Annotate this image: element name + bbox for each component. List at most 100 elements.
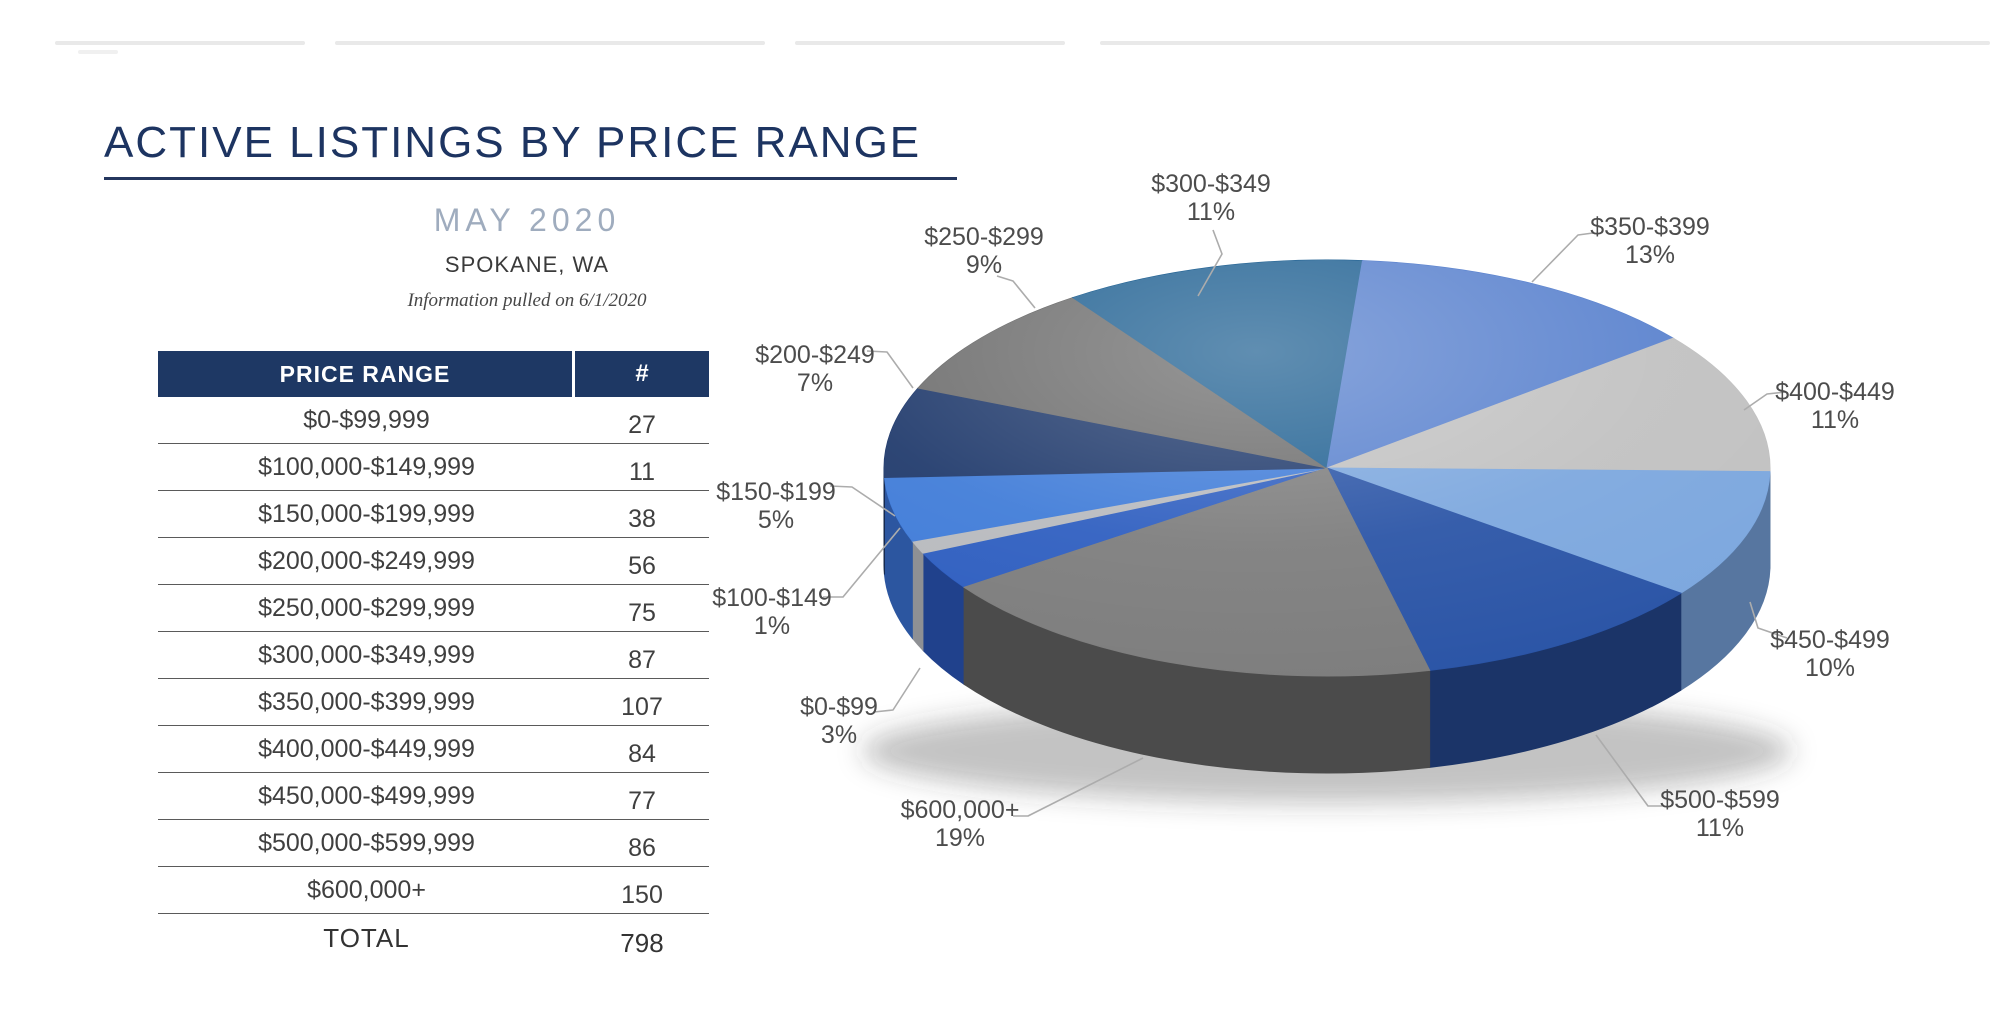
count-cell: 150 — [621, 880, 663, 909]
pie-slice-label: $400-$449 11% — [1775, 378, 1895, 434]
label-leader-line — [823, 527, 901, 598]
top-artifact-line — [55, 41, 305, 45]
slice-percent-text: 11% — [1810, 406, 1860, 434]
price-range-cell: $600,000+ — [307, 875, 426, 904]
price-range-cell: $500,000-$599,999 — [258, 828, 475, 857]
price-range-cell: $100,000-$149,999 — [258, 452, 475, 481]
top-artifact-line — [795, 41, 1065, 45]
count-cell: 84 — [628, 739, 656, 768]
price-range-cell: $0-$99,999 — [303, 405, 430, 434]
label-leader-line — [873, 667, 921, 713]
slice-range-text: $250-$299 — [924, 223, 1044, 251]
table-row: $600,000+ 150 — [158, 867, 709, 914]
label-leader-line — [996, 275, 1036, 309]
slice-percent-text: 19% — [934, 824, 986, 852]
column-header-price-range: PRICE RANGE — [279, 360, 451, 387]
price-range-cell: $300,000-$349,999 — [258, 640, 475, 669]
label-leader-line — [866, 350, 914, 389]
price-range-cell: $450,000-$499,999 — [258, 781, 475, 810]
report-location: SPOKANE, WA — [444, 252, 610, 277]
data-pull-note: Information pulled on 6/1/2020 — [407, 290, 647, 311]
table-row: $250,000-$299,999 75 — [158, 585, 709, 632]
slice-percent-text: 13% — [1624, 241, 1676, 269]
price-range-cell: $200,000-$249,999 — [258, 546, 475, 575]
top-artifact-line — [335, 41, 765, 45]
slice-percent-text: 1% — [753, 612, 791, 640]
label-leader-line — [1743, 391, 1786, 411]
label-leader-line — [1197, 229, 1223, 297]
table-row: $150,000-$199,999 38 — [158, 491, 709, 538]
slice-percent-text: 7% — [796, 369, 834, 397]
slice-percent-text: 11% — [1695, 814, 1745, 842]
slice-range-text: $350-$399 — [1590, 213, 1710, 241]
table-header-row: PRICE RANGE # — [158, 351, 709, 397]
table-row: $0-$99,999 27 — [158, 397, 709, 444]
slice-range-text: $0-$99 — [800, 693, 878, 721]
slice-range-text: $300-$349 — [1151, 170, 1271, 198]
table-total-row: TOTAL 798 — [158, 914, 709, 962]
slice-percent-text: 3% — [820, 721, 858, 749]
total-value-cell: 798 — [620, 927, 664, 958]
total-label-cell: TOTAL — [323, 922, 410, 953]
label-leader-line — [1749, 601, 1788, 639]
price-range-cell: $350,000-$399,999 — [258, 687, 475, 716]
price-range-cell: $250,000-$299,999 — [258, 593, 475, 622]
pie-rim — [883, 467, 1771, 774]
title-underline — [104, 177, 957, 180]
page-title: ACTIVE LISTINGS BY PRICE RANGE — [104, 118, 922, 167]
column-header-count: # — [635, 360, 649, 387]
pie-slice-label: $250-$299 9% — [924, 223, 1044, 279]
pie-slice-label: $600,000+ 19% — [901, 796, 1020, 852]
slice-range-text: $150-$199 — [716, 478, 836, 506]
pie-slice-label: $450-$499 10% — [1770, 626, 1890, 682]
label-leader-line — [829, 485, 896, 517]
leader-lines — [823, 229, 1788, 817]
count-cell: 86 — [628, 833, 656, 862]
header-divider — [572, 351, 575, 397]
report-period: MAY 2020 — [433, 202, 621, 238]
label-leader-line — [1531, 232, 1594, 283]
slice-percent-text: 5% — [757, 506, 795, 534]
pie-slice-label: $500-$599 11% — [1660, 786, 1780, 842]
table-row: $350,000-$399,999 107 — [158, 679, 709, 726]
table-body: $0-$99,999 27 $100,000-$149,999 11 $150,000-… — [158, 397, 709, 962]
pie-slice-label: $200-$249 7% — [755, 341, 875, 397]
slice-range-text: $500-$599 — [1660, 786, 1780, 814]
count-cell: 107 — [621, 692, 663, 721]
slice-range-text: $100-$149 — [712, 584, 832, 612]
table-row: $450,000-$499,999 77 — [158, 773, 709, 820]
pie-slice-label: $350-$399 13% — [1590, 213, 1710, 269]
pie-slice-label: $0-$99 3% — [800, 693, 878, 749]
count-cell: 87 — [628, 645, 656, 674]
top-artifact-line — [78, 50, 118, 54]
price-range-cell: $400,000-$449,999 — [258, 734, 475, 763]
slice-percent-text: 9% — [965, 251, 1003, 279]
table-row: $300,000-$349,999 87 — [158, 632, 709, 679]
count-cell: 77 — [628, 786, 656, 815]
count-cell: 27 — [628, 410, 656, 439]
slice-range-text: $450-$499 — [1770, 626, 1890, 654]
count-cell: 75 — [628, 598, 656, 627]
price-range-cell: $150,000-$199,999 — [258, 499, 475, 528]
slice-range-text: $400-$449 — [1775, 378, 1895, 406]
label-leader-line — [1013, 757, 1144, 817]
listings-table: PRICE RANGE # $0-$99,999 27 $100,000-$149,… — [158, 351, 709, 962]
slice-range-text: $600,000+ — [900, 796, 1020, 824]
table-row: $500,000-$599,999 86 — [158, 820, 709, 867]
count-cell: 38 — [628, 504, 656, 533]
table-row: $400,000-$449,999 84 — [158, 726, 709, 773]
count-cell: 11 — [629, 457, 655, 486]
count-cell: 56 — [628, 551, 656, 580]
slice-percent-text: 10% — [1804, 654, 1856, 682]
pie-sheen — [884, 260, 1770, 676]
label-leader-line — [1595, 734, 1662, 807]
top-artifact-line — [1100, 41, 1990, 45]
table-row: $100,000-$149,999 11 — [158, 444, 709, 491]
pie-slice-label: $100-$149 1% — [712, 584, 832, 640]
slice-percent-text: 11% — [1186, 198, 1236, 226]
pie-slice-label: $300-$349 11% — [1151, 170, 1271, 226]
table-row: $200,000-$249,999 56 — [158, 538, 709, 585]
slice-range-text: $200-$249 — [755, 341, 875, 369]
